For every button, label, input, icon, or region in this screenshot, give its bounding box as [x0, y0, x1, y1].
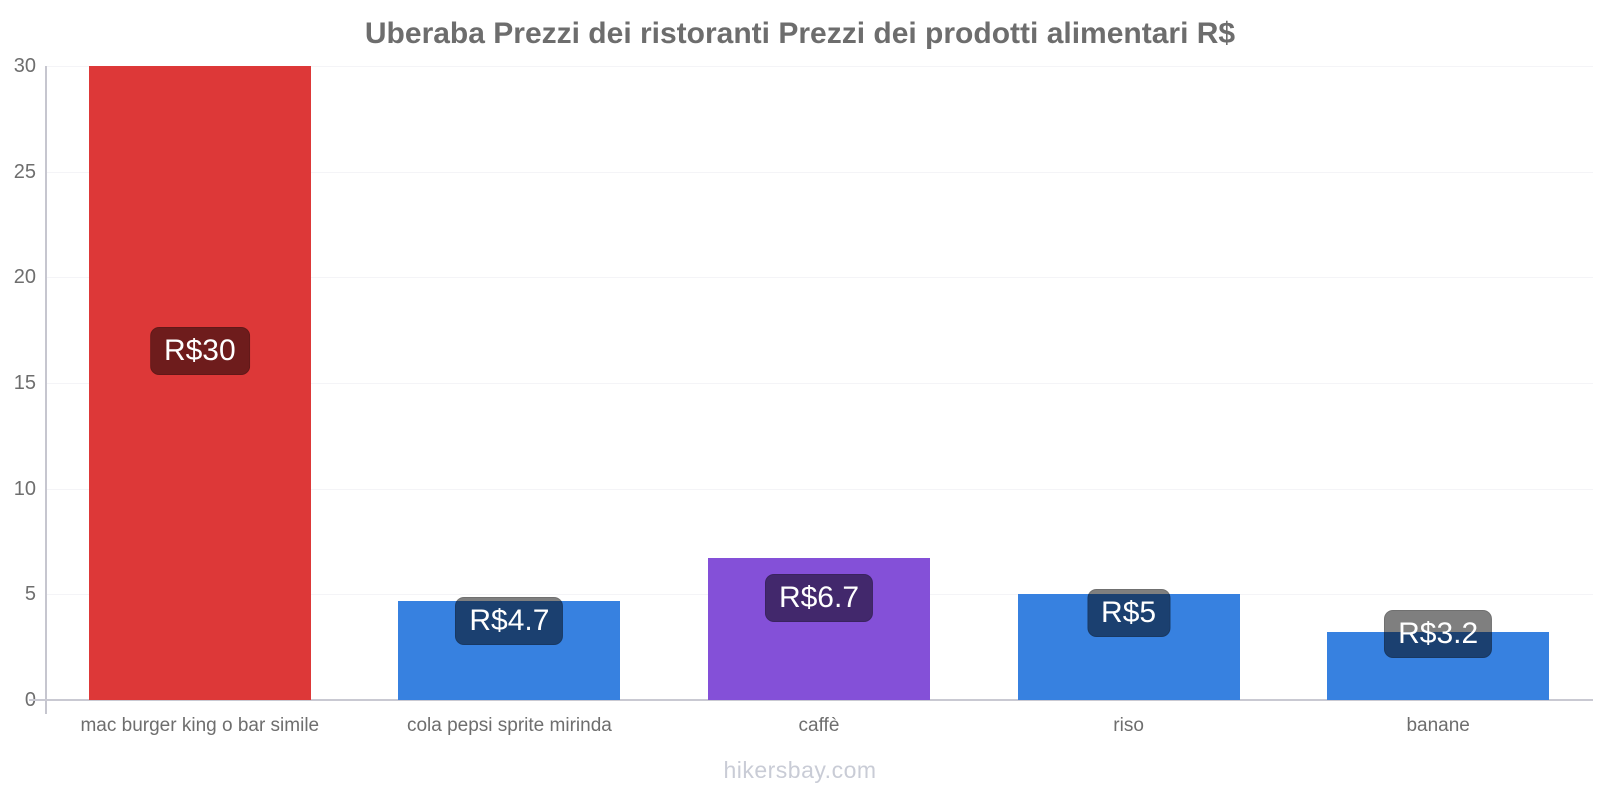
x-axis-category-label: riso	[1113, 715, 1144, 736]
bar-value-badge: R$3.2	[1384, 610, 1493, 659]
y-axis-tick-label: 5	[24, 583, 36, 606]
x-axis-category-label: banane	[1406, 715, 1470, 736]
x-axis-category-label: mac burger king o bar simile	[80, 715, 320, 736]
chart-title: Uberaba Prezzi dei ristoranti Prezzi dei…	[364, 17, 1236, 50]
bar-slot: R$5 riso	[974, 66, 1284, 736]
bar-value-badge: R$4.7	[455, 596, 564, 645]
x-axis-line	[29, 699, 1593, 701]
bar-value-badge: R$30	[149, 327, 250, 375]
watermark-text: hikersbay.com	[723, 757, 877, 783]
bar	[88, 66, 311, 700]
bar-slot: R$6.7 caffè	[664, 66, 974, 736]
y-axis-tick-label: 30	[13, 55, 36, 77]
bar-slot: R$30 mac burger king o bar simile	[45, 66, 355, 736]
x-axis-category-label: cola pepsi sprite mirinda	[406, 715, 612, 736]
x-axis-category-label: caffè	[798, 715, 840, 736]
y-axis-tick-label: 10	[13, 477, 36, 500]
bar-slot: R$3.2 banane	[1283, 66, 1593, 736]
bar-value-badge: R$6.7	[764, 574, 874, 623]
y-axis-tick-label: 25	[13, 160, 36, 183]
y-axis-line	[45, 66, 47, 714]
bar-slot: R$4.7 cola pepsi sprite mirinda	[355, 66, 665, 736]
bars-layer: R$30 mac burger king o bar simile R$4.7 col…	[45, 66, 1593, 736]
gridline	[45, 383, 1593, 384]
y-axis-tick-label: 15	[13, 372, 36, 394]
gridline	[45, 488, 1593, 490]
gridline	[45, 277, 1593, 279]
y-axis-tick-label: 20	[13, 266, 36, 289]
bar-value-badge: R$5	[1087, 589, 1171, 638]
gridline	[45, 66, 1593, 67]
gridline	[45, 171, 1593, 173]
